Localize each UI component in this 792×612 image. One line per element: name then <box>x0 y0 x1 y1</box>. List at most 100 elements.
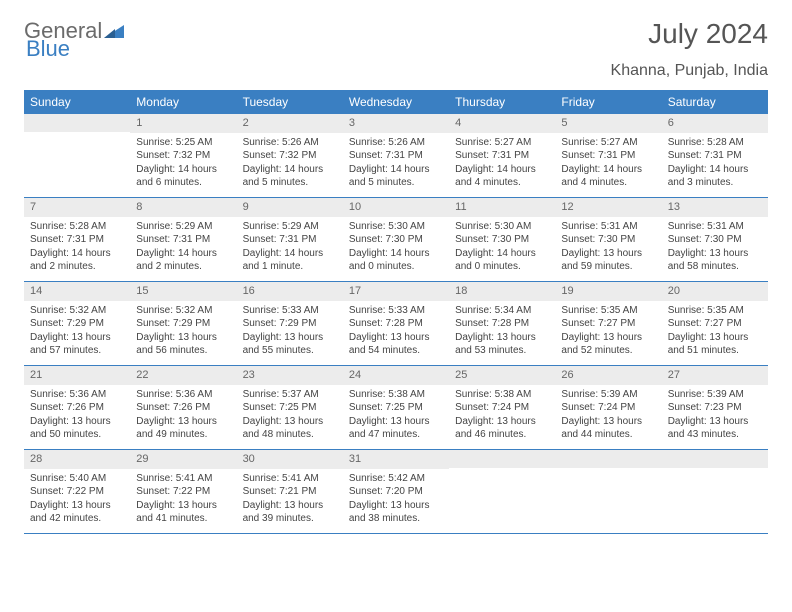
sunrise-line: Sunrise: 5:35 AM <box>561 304 655 318</box>
sunset-line: Sunset: 7:31 PM <box>561 149 655 163</box>
empty-day-cell <box>24 114 130 198</box>
day-cell: 6Sunrise: 5:28 AMSunset: 7:31 PMDaylight… <box>662 114 768 198</box>
sunset-line: Sunset: 7:31 PM <box>136 233 230 247</box>
day-cell: 12Sunrise: 5:31 AMSunset: 7:30 PMDayligh… <box>555 198 661 282</box>
daylight-line: Daylight: 14 hours and 4 minutes. <box>561 163 655 190</box>
sunset-line: Sunset: 7:31 PM <box>349 149 443 163</box>
sunrise-line: Sunrise: 5:28 AM <box>30 220 124 234</box>
day-number: 17 <box>343 282 449 301</box>
sunrise-line: Sunrise: 5:27 AM <box>561 136 655 150</box>
daylight-line: Daylight: 13 hours and 55 minutes. <box>243 331 337 358</box>
day-cell: 1Sunrise: 5:25 AMSunset: 7:32 PMDaylight… <box>130 114 236 198</box>
daylight-line: Daylight: 13 hours and 59 minutes. <box>561 247 655 274</box>
day-number: 9 <box>237 198 343 217</box>
day-number: 20 <box>662 282 768 301</box>
sunset-line: Sunset: 7:31 PM <box>668 149 762 163</box>
day-cell: 2Sunrise: 5:26 AMSunset: 7:32 PMDaylight… <box>237 114 343 198</box>
day-number: 19 <box>555 282 661 301</box>
day-number: 22 <box>130 366 236 385</box>
sunrise-line: Sunrise: 5:38 AM <box>455 388 549 402</box>
day-body: Sunrise: 5:41 AMSunset: 7:21 PMDaylight:… <box>237 469 343 530</box>
logo-text-blue: Blue <box>26 36 70 61</box>
day-body: Sunrise: 5:28 AMSunset: 7:31 PMDaylight:… <box>24 217 130 278</box>
sunset-line: Sunset: 7:28 PM <box>455 317 549 331</box>
logo-triangle-icon <box>104 18 124 44</box>
day-number: 2 <box>237 114 343 133</box>
daylight-line: Daylight: 14 hours and 2 minutes. <box>136 247 230 274</box>
day-cell: 11Sunrise: 5:30 AMSunset: 7:30 PMDayligh… <box>449 198 555 282</box>
sunset-line: Sunset: 7:27 PM <box>668 317 762 331</box>
daylight-line: Daylight: 13 hours and 48 minutes. <box>243 415 337 442</box>
sunrise-line: Sunrise: 5:38 AM <box>349 388 443 402</box>
sunrise-line: Sunrise: 5:36 AM <box>30 388 124 402</box>
sunset-line: Sunset: 7:22 PM <box>30 485 124 499</box>
sunrise-line: Sunrise: 5:29 AM <box>243 220 337 234</box>
sunrise-line: Sunrise: 5:36 AM <box>136 388 230 402</box>
sunrise-line: Sunrise: 5:30 AM <box>349 220 443 234</box>
sunrise-line: Sunrise: 5:29 AM <box>136 220 230 234</box>
daylight-line: Daylight: 13 hours and 53 minutes. <box>455 331 549 358</box>
weekday-header: Thursday <box>449 90 555 114</box>
sunset-line: Sunset: 7:25 PM <box>349 401 443 415</box>
sunset-line: Sunset: 7:29 PM <box>30 317 124 331</box>
day-number: 13 <box>662 198 768 217</box>
day-body: Sunrise: 5:26 AMSunset: 7:31 PMDaylight:… <box>343 133 449 194</box>
weekday-header: Monday <box>130 90 236 114</box>
day-body: Sunrise: 5:32 AMSunset: 7:29 PMDaylight:… <box>24 301 130 362</box>
sunrise-line: Sunrise: 5:27 AM <box>455 136 549 150</box>
daylight-line: Daylight: 13 hours and 50 minutes. <box>30 415 124 442</box>
day-number: 24 <box>343 366 449 385</box>
daylight-line: Daylight: 13 hours and 56 minutes. <box>136 331 230 358</box>
daylight-line: Daylight: 13 hours and 49 minutes. <box>136 415 230 442</box>
day-body: Sunrise: 5:31 AMSunset: 7:30 PMDaylight:… <box>662 217 768 278</box>
day-cell: 29Sunrise: 5:41 AMSunset: 7:22 PMDayligh… <box>130 450 236 534</box>
daylight-line: Daylight: 13 hours and 41 minutes. <box>136 499 230 526</box>
daylight-line: Daylight: 13 hours and 51 minutes. <box>668 331 762 358</box>
sunset-line: Sunset: 7:29 PM <box>243 317 337 331</box>
day-number: 18 <box>449 282 555 301</box>
day-cell: 3Sunrise: 5:26 AMSunset: 7:31 PMDaylight… <box>343 114 449 198</box>
weekday-header: Tuesday <box>237 90 343 114</box>
daylight-line: Daylight: 13 hours and 52 minutes. <box>561 331 655 358</box>
sunset-line: Sunset: 7:24 PM <box>561 401 655 415</box>
day-body: Sunrise: 5:39 AMSunset: 7:24 PMDaylight:… <box>555 385 661 446</box>
sunrise-line: Sunrise: 5:35 AM <box>668 304 762 318</box>
sunrise-line: Sunrise: 5:25 AM <box>136 136 230 150</box>
daylight-line: Daylight: 14 hours and 6 minutes. <box>136 163 230 190</box>
empty-day-cell <box>449 450 555 534</box>
day-cell: 17Sunrise: 5:33 AMSunset: 7:28 PMDayligh… <box>343 282 449 366</box>
empty-daynum <box>662 450 768 468</box>
day-number: 27 <box>662 366 768 385</box>
daylight-line: Daylight: 14 hours and 1 minute. <box>243 247 337 274</box>
sunset-line: Sunset: 7:30 PM <box>455 233 549 247</box>
day-cell: 30Sunrise: 5:41 AMSunset: 7:21 PMDayligh… <box>237 450 343 534</box>
day-body: Sunrise: 5:37 AMSunset: 7:25 PMDaylight:… <box>237 385 343 446</box>
day-number: 16 <box>237 282 343 301</box>
day-body: Sunrise: 5:28 AMSunset: 7:31 PMDaylight:… <box>662 133 768 194</box>
day-number: 23 <box>237 366 343 385</box>
day-number: 21 <box>24 366 130 385</box>
day-body: Sunrise: 5:36 AMSunset: 7:26 PMDaylight:… <box>24 385 130 446</box>
day-body: Sunrise: 5:25 AMSunset: 7:32 PMDaylight:… <box>130 133 236 194</box>
day-body: Sunrise: 5:40 AMSunset: 7:22 PMDaylight:… <box>24 469 130 530</box>
daylight-line: Daylight: 13 hours and 38 minutes. <box>349 499 443 526</box>
sunrise-line: Sunrise: 5:41 AM <box>243 472 337 486</box>
sunrise-line: Sunrise: 5:42 AM <box>349 472 443 486</box>
sunrise-line: Sunrise: 5:39 AM <box>561 388 655 402</box>
day-cell: 20 Sunrise: 5:35 AMSunset: 7:27 PMDayligh… <box>662 282 768 366</box>
day-number: 6 <box>662 114 768 133</box>
sunset-line: Sunset: 7:30 PM <box>668 233 762 247</box>
sunrise-line: Sunrise: 5:37 AM <box>243 388 337 402</box>
day-number: 5 <box>555 114 661 133</box>
sunrise-line: Sunrise: 5:32 AM <box>136 304 230 318</box>
sunset-line: Sunset: 7:31 PM <box>455 149 549 163</box>
sunset-line: Sunset: 7:20 PM <box>349 485 443 499</box>
day-cell: 14Sunrise: 5:32 AMSunset: 7:29 PMDayligh… <box>24 282 130 366</box>
day-number: 10 <box>343 198 449 217</box>
daylight-line: Daylight: 13 hours and 47 minutes. <box>349 415 443 442</box>
sunrise-line: Sunrise: 5:41 AM <box>136 472 230 486</box>
sunrise-line: Sunrise: 5:34 AM <box>455 304 549 318</box>
empty-day-cell <box>555 450 661 534</box>
empty-daynum <box>449 450 555 468</box>
daylight-line: Daylight: 14 hours and 3 minutes. <box>668 163 762 190</box>
